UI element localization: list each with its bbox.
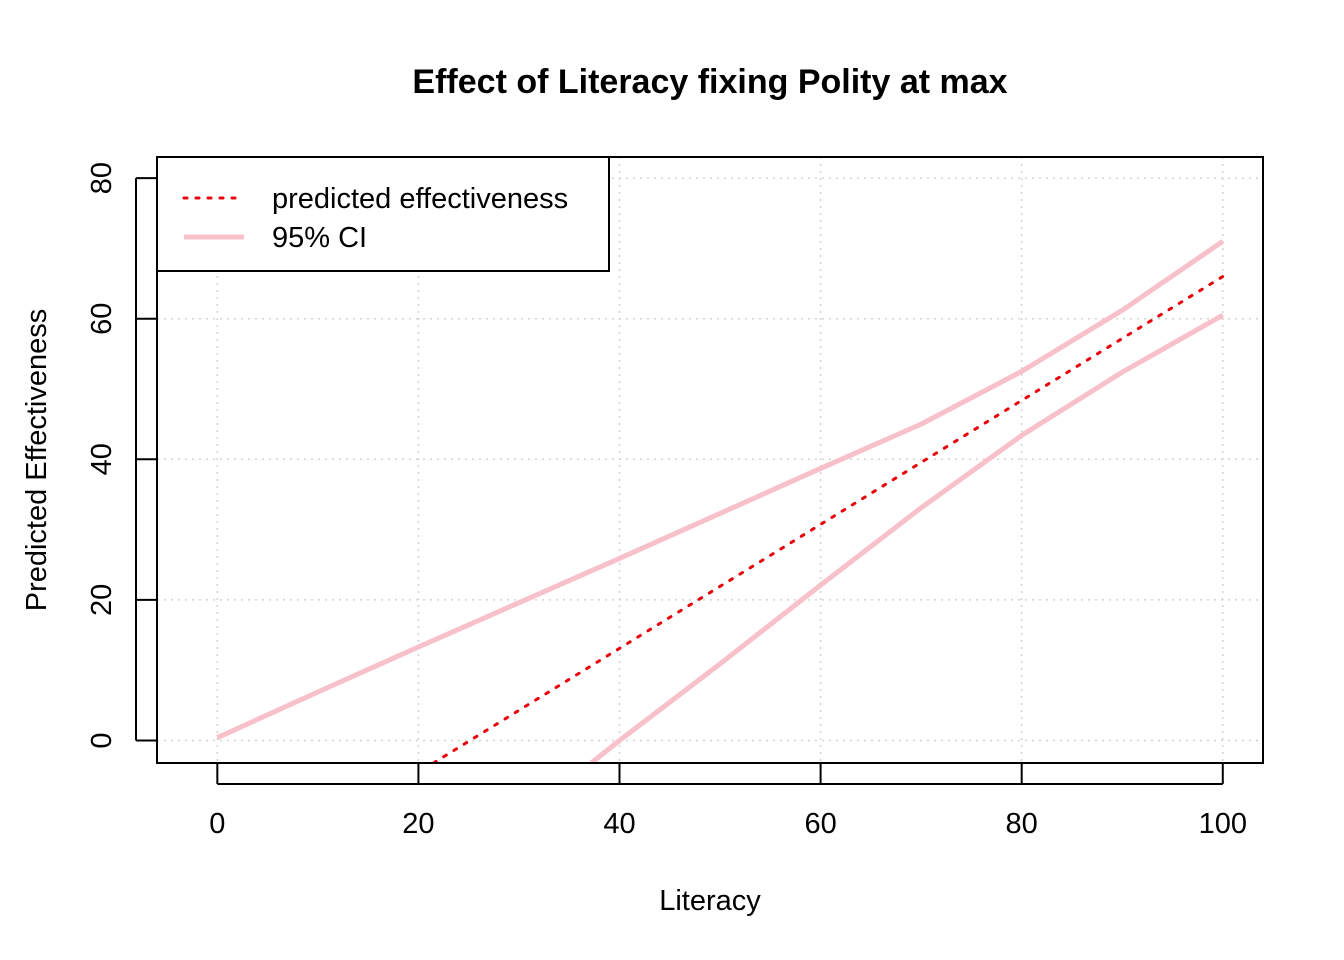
x-tick-label: 0: [209, 808, 225, 840]
series-group: [216, 239, 1225, 763]
x-tick-label: 80: [1006, 808, 1038, 840]
ci-lower-line: [589, 313, 1225, 763]
chart-title: Effect of Literacy fixing Polity at max: [412, 63, 1007, 101]
predicted-effectiveness-line: [432, 275, 1225, 763]
x-tick-label: 20: [402, 808, 434, 840]
x-tick-label: 100: [1199, 808, 1247, 840]
x-axis-label: Literacy: [659, 885, 761, 917]
ci-upper-line: [216, 239, 1225, 740]
y-axis-label: Predicted Effectiveness: [21, 309, 53, 612]
legend: predicted effectiveness 95% CI: [156, 156, 610, 272]
legend-box: [156, 156, 610, 272]
y-tick-label: 40: [86, 443, 118, 475]
legend-ci-label: 95% CI: [272, 222, 367, 254]
grid-lines: [157, 157, 1263, 763]
x-axis: 0 20 40 60 80 100: [209, 763, 1247, 840]
y-tick-label: 60: [86, 303, 118, 335]
y-tick-label: 20: [86, 584, 118, 616]
x-tick-label: 60: [804, 808, 836, 840]
x-tick-label: 40: [603, 808, 635, 840]
legend-predicted-label: predicted effectiveness: [272, 183, 568, 215]
y-tick-label: 0: [86, 732, 118, 748]
y-axis: 0 20 40 60 80: [86, 162, 157, 749]
y-tick-label: 80: [86, 162, 118, 194]
